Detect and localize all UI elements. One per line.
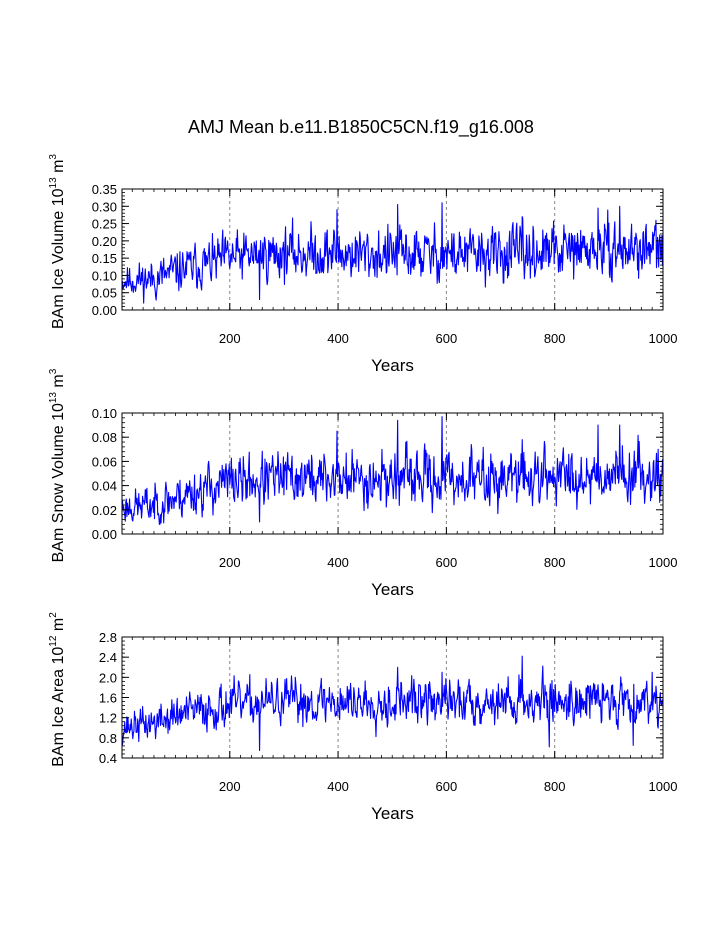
x-tick-label: 1000 [649, 331, 678, 346]
y-tick-label: 0.08 [92, 430, 117, 445]
chart-title: AMJ Mean b.e11.B1850C5CN.f19_g16.008 [188, 117, 534, 138]
x-tick-label: 1000 [649, 779, 678, 794]
y-tick-label: 0.30 [92, 199, 117, 214]
x-tick-label: 600 [436, 331, 458, 346]
y-tick-label: 0.04 [92, 479, 117, 494]
y-tick-label: 0.10 [92, 268, 117, 283]
y-tick-label: 2.4 [99, 650, 117, 665]
x-tick-label: 1000 [649, 555, 678, 570]
x-tick-label: 400 [327, 555, 349, 570]
y-axis-label: BAm Ice Area 1012 m2 [48, 612, 67, 767]
x-tick-label: 600 [436, 779, 458, 794]
y-tick-label: 0.02 [92, 503, 117, 518]
y-tick-label: 0.00 [92, 303, 117, 318]
x-axis-label: Years [371, 580, 414, 599]
y-tick-label: 0.00 [92, 527, 117, 542]
chart-panel-2: 0.00 0.02 0.04 0.06 0.08 0.10 200 400 600 800 1000… [48, 368, 677, 599]
chart-panel-1: 0.00 0.05 0.10 0.15 0.20 0.25 0.30 0.35 200 400 60… [48, 154, 677, 375]
y-tick-label: 2.8 [99, 630, 117, 645]
x-tick-label: 200 [219, 779, 241, 794]
x-tick-label: 400 [327, 331, 349, 346]
y-tick-label: 0.25 [92, 217, 117, 232]
y-tick-label: 0.35 [92, 182, 117, 197]
y-axis-label: BAm Ice Volume 1013 m3 [48, 154, 67, 329]
y-tick-label: 0.20 [92, 234, 117, 249]
x-tick-label: 800 [544, 331, 566, 346]
series-line [121, 655, 664, 751]
y-tick-label: 0.05 [92, 286, 117, 301]
x-tick-label: 600 [436, 555, 458, 570]
series-line [121, 416, 664, 525]
x-tick-label: 800 [544, 555, 566, 570]
x-axis-label: Years [371, 804, 414, 823]
y-axis-label: BAm Snow Volume 1013 m3 [48, 368, 67, 562]
x-axis-label: Years [371, 356, 414, 375]
panels: 0.00 0.05 0.10 0.15 0.20 0.25 0.30 0.35 200 400 60… [48, 154, 677, 823]
y-tick-label: 0.8 [99, 731, 117, 746]
x-tick-label: 200 [219, 331, 241, 346]
y-tick-label: 1.6 [99, 691, 117, 706]
chart-panel-3: 0.4 0.8 1.2 1.6 2.0 2.4 2.8 200 400 600 800 1000 Yea… [48, 612, 677, 823]
y-tick-label: 1.2 [99, 711, 117, 726]
y-tick-label: 0.06 [92, 454, 117, 469]
y-tick-label: 0.10 [92, 406, 117, 421]
y-tick-label: 0.4 [99, 751, 117, 766]
y-tick-label: 0.15 [92, 251, 117, 266]
x-tick-label: 400 [327, 779, 349, 794]
x-tick-label: 800 [544, 779, 566, 794]
x-tick-label: 200 [219, 555, 241, 570]
y-tick-label: 2.0 [99, 670, 117, 685]
series-line [121, 202, 664, 304]
